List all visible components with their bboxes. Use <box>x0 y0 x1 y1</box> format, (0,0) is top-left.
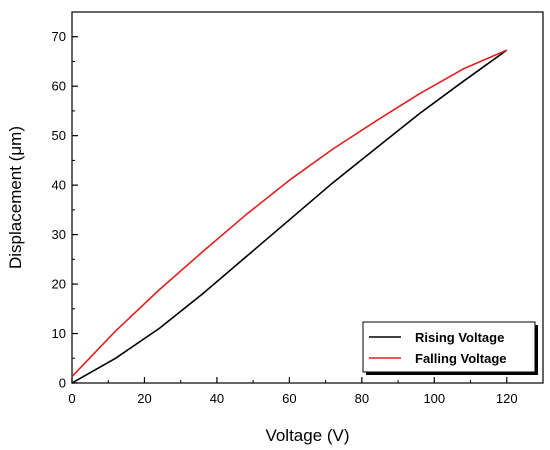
x-tick-label: 40 <box>210 391 224 406</box>
x-tick-label: 20 <box>137 391 151 406</box>
series-line-rising-voltage <box>71 49 508 384</box>
x-tick-label: 100 <box>423 391 445 406</box>
y-tick-label: 30 <box>52 227 66 242</box>
legend-box <box>362 321 536 373</box>
x-tick-labels: 0 20 40 60 80 100 120 <box>68 391 517 406</box>
series-layer <box>71 49 508 384</box>
x-tick-label: 0 <box>68 391 75 406</box>
y-axis-title: Displacement (μm) <box>6 126 25 269</box>
x-tick-label: 80 <box>355 391 369 406</box>
x-tick-label: 60 <box>282 391 296 406</box>
plot-area <box>71 11 544 384</box>
series-line-falling-voltage <box>71 49 508 378</box>
y-tick-labels: 0 10 20 30 40 50 60 70 <box>52 29 66 390</box>
axis-ticks <box>71 36 508 384</box>
y-tick-label: 20 <box>52 277 66 292</box>
y-tick-label: 70 <box>52 29 66 44</box>
y-tick-label: 40 <box>52 178 66 193</box>
x-axis-title: Voltage (V) <box>265 426 349 445</box>
y-tick-label: 60 <box>52 79 66 94</box>
legend-label: Falling Voltage <box>415 351 507 366</box>
x-tick-label: 120 <box>496 391 518 406</box>
legend: Rising Voltage Falling Voltage <box>362 321 538 375</box>
y-tick-label: 10 <box>52 326 66 341</box>
y-tick-label: 0 <box>59 376 66 391</box>
y-tick-label: 50 <box>52 128 66 143</box>
legend-label: Rising Voltage <box>415 330 504 345</box>
plot-frame <box>71 11 544 384</box>
